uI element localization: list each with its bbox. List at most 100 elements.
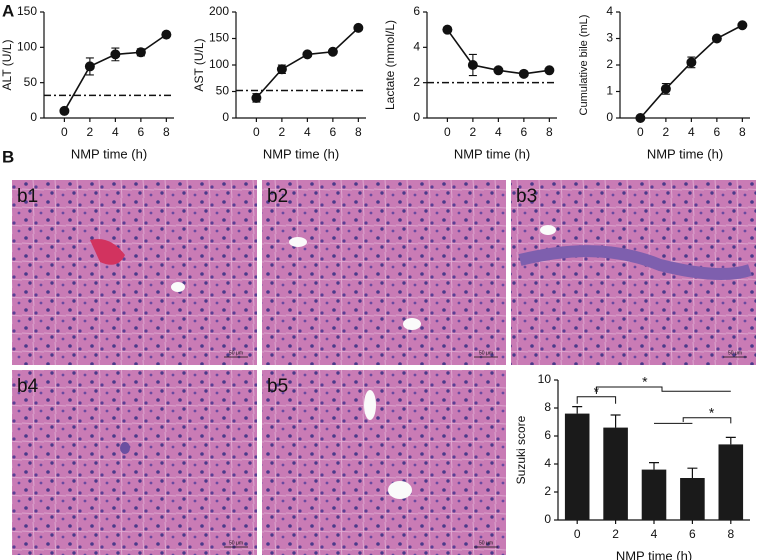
y-tick-label: 50 <box>24 75 38 89</box>
x-tick-label: 4 <box>495 125 502 139</box>
image-label: b3 <box>516 186 537 207</box>
significance-bracket <box>595 386 731 394</box>
y-tick-label: 2 <box>413 75 420 89</box>
y-tick-label: 0 <box>30 110 37 124</box>
bar <box>564 413 590 520</box>
data-point <box>110 49 121 60</box>
data-point <box>327 46 338 57</box>
panel-label: B <box>2 147 14 166</box>
y-axis-label: Suzuki score <box>514 415 528 484</box>
error-bar <box>649 462 659 470</box>
image-label: b5 <box>267 376 288 397</box>
scale-label: 50 μm <box>728 350 742 356</box>
y-tick-label: 8 <box>544 400 551 414</box>
y-tick-label: 6 <box>544 428 551 442</box>
data-point <box>635 113 646 123</box>
lumen <box>289 237 307 247</box>
image <box>12 370 257 555</box>
x-axis-label: NMP time (h) <box>616 548 692 560</box>
data-point <box>161 29 172 40</box>
x-tick-label: 2 <box>663 125 670 139</box>
y-tick-label: 2 <box>606 57 613 71</box>
image <box>12 180 257 365</box>
panel-label: A <box>2 1 14 20</box>
lumen <box>403 318 421 330</box>
x-tick-label: 8 <box>546 125 553 139</box>
data-point <box>467 60 478 70</box>
data-point <box>711 33 722 44</box>
data-point <box>660 83 671 94</box>
y-tick-label: 4 <box>544 456 551 470</box>
data-point <box>251 92 262 103</box>
x-tick-label: 6 <box>521 125 528 139</box>
data-line <box>255 27 359 99</box>
image-label: b2 <box>267 186 288 207</box>
scale-label: 50 μm <box>229 540 243 546</box>
y-axis-label: Lactate (mmol/L) <box>383 20 397 110</box>
bar <box>603 427 628 520</box>
histology-b1 <box>12 180 257 365</box>
x-tick-label: 8 <box>727 527 734 541</box>
y-axis-label: Cumulative bile (mL) <box>578 15 590 116</box>
x-tick-label: 6 <box>330 125 337 139</box>
y-tick-label: 0 <box>222 110 229 124</box>
y-tick-label: 150 <box>209 31 229 45</box>
x-tick-label: 4 <box>651 527 658 541</box>
histology-b4 <box>12 370 257 555</box>
error-bar <box>725 436 736 445</box>
x-tick-label: 6 <box>714 125 721 139</box>
y-tick-label: 2 <box>544 484 551 498</box>
x-tick-label: 0 <box>444 125 451 139</box>
bar <box>680 478 705 520</box>
x-tick-label: 4 <box>688 125 695 139</box>
significance-bracket <box>682 417 732 424</box>
histology-b5 <box>262 370 506 555</box>
data-point <box>544 65 555 76</box>
x-tick-label: 2 <box>612 527 619 541</box>
y-tick-label: 150 <box>17 4 37 18</box>
x-tick-label: 6 <box>138 125 145 139</box>
x-tick-label: 2 <box>87 125 94 139</box>
data-point <box>302 49 313 60</box>
y-tick-label: 4 <box>413 40 420 54</box>
y-axis-label: AST (U/L) <box>192 38 206 91</box>
y-tick-label: 100 <box>209 57 229 71</box>
image-label: b1 <box>17 186 38 207</box>
y-tick-label: 10 <box>538 372 552 386</box>
data-point <box>135 47 146 58</box>
y-tick-label: 100 <box>17 40 37 54</box>
data-point <box>686 57 697 68</box>
x-tick-label: 4 <box>112 125 119 139</box>
data-point <box>84 61 95 72</box>
data-point <box>276 64 287 75</box>
y-tick-label: 200 <box>209 4 229 18</box>
x-tick-label: 4 <box>304 125 311 139</box>
histology-b3 <box>511 180 756 365</box>
error-bar <box>572 406 583 414</box>
data-line <box>639 24 743 119</box>
x-tick-label: 8 <box>163 125 170 139</box>
significance-bracket <box>576 396 617 404</box>
y-tick-label: 0 <box>413 110 420 124</box>
portal-tract <box>120 442 130 454</box>
scale-label: 50 μm <box>229 350 243 356</box>
y-tick-label: 6 <box>413 4 420 18</box>
y-tick-label: 1 <box>606 84 613 98</box>
x-tick-label: 2 <box>470 125 477 139</box>
error-bar <box>687 467 698 478</box>
portal-tract <box>518 245 752 280</box>
data-point <box>518 68 529 79</box>
x-tick-label: 6 <box>689 527 696 541</box>
y-axis-label: ALT (U/L) <box>0 40 14 91</box>
x-tick-label: 8 <box>739 125 746 139</box>
significance-star: * <box>642 374 648 390</box>
data-point <box>442 24 453 35</box>
image <box>262 180 506 365</box>
histology-b2 <box>262 180 506 365</box>
data-point <box>493 65 504 76</box>
x-tick-label: 8 <box>355 125 362 139</box>
y-tick-label: 3 <box>606 31 613 45</box>
scale-label: 50 μm <box>479 350 493 356</box>
bar <box>641 469 667 520</box>
